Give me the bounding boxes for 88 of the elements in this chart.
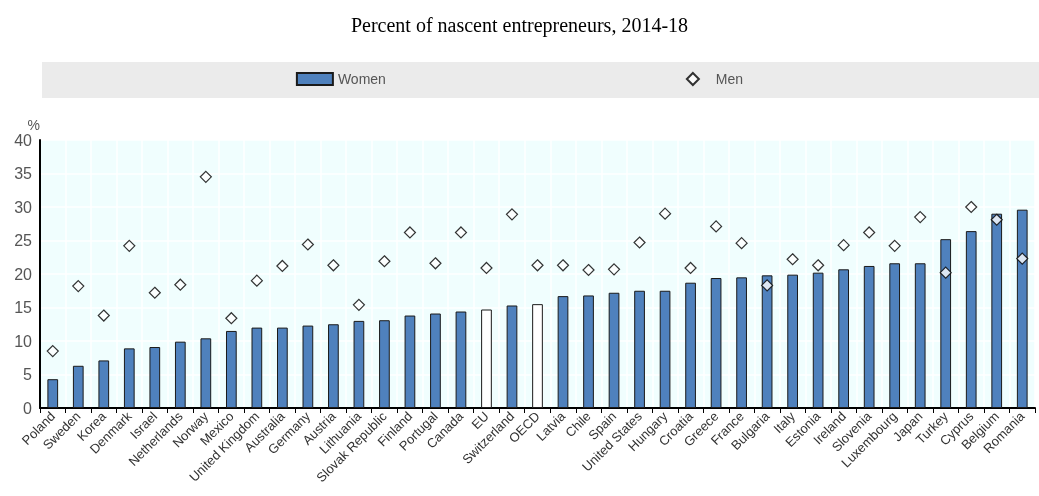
point	[174, 278, 187, 291]
y-tick-label: 25	[14, 232, 33, 249]
point	[327, 259, 340, 272]
point	[225, 312, 238, 325]
point	[1016, 252, 1029, 265]
bar	[455, 311, 467, 408]
y-tick-label: 10	[14, 332, 33, 350]
bar	[404, 315, 416, 408]
point	[276, 259, 289, 273]
bar	[72, 365, 84, 408]
point	[199, 170, 212, 183]
bar	[200, 338, 212, 408]
bar	[736, 277, 747, 408]
point	[812, 259, 825, 272]
bar	[149, 347, 161, 408]
bar	[965, 231, 977, 408]
legend-label: Men	[715, 71, 744, 87]
y-tick-label: 40	[14, 131, 33, 149]
bar	[991, 213, 1003, 408]
point	[761, 279, 774, 292]
point	[352, 298, 366, 311]
point	[709, 220, 723, 233]
point	[556, 259, 570, 272]
bar	[353, 320, 365, 408]
point	[990, 213, 1003, 226]
point	[97, 309, 110, 322]
point	[454, 226, 468, 239]
bar	[1016, 209, 1028, 408]
bar	[123, 348, 135, 408]
bar	[379, 320, 390, 408]
bar	[174, 341, 186, 408]
bar	[710, 278, 722, 408]
y-tick-label: 35	[14, 165, 33, 182]
point	[250, 274, 263, 287]
y-tick-label: 20	[14, 265, 33, 283]
point	[429, 257, 442, 270]
point	[863, 226, 876, 239]
bar	[761, 275, 773, 408]
bar	[430, 313, 441, 408]
bar	[506, 305, 518, 408]
point	[582, 263, 595, 277]
bar	[889, 263, 901, 408]
chart-title: Percent of nascent entrepreneurs, 2014-18	[350, 14, 689, 37]
bar	[302, 325, 314, 408]
point	[403, 226, 417, 239]
bar	[47, 379, 59, 408]
point	[123, 239, 136, 252]
point	[837, 239, 850, 252]
bar	[98, 360, 110, 408]
point	[531, 259, 544, 272]
point	[607, 263, 621, 276]
point	[939, 266, 952, 279]
point	[888, 239, 901, 252]
point	[46, 344, 59, 358]
bar	[608, 292, 620, 408]
bar	[557, 296, 569, 408]
bar	[634, 290, 645, 408]
point	[301, 238, 314, 251]
bar	[812, 272, 824, 408]
point	[480, 261, 493, 275]
point	[505, 208, 519, 221]
bar	[685, 282, 696, 408]
point	[633, 236, 646, 249]
bar	[225, 330, 237, 408]
bar	[583, 295, 594, 408]
point	[735, 237, 748, 250]
bar	[277, 327, 288, 408]
point	[786, 253, 799, 266]
bar	[940, 239, 952, 408]
bar	[863, 265, 875, 408]
point	[72, 279, 85, 293]
bar	[251, 327, 263, 408]
y-axis-title: %	[27, 117, 40, 133]
y-tick-label: 30	[14, 198, 33, 216]
y-tick-label: 15	[14, 299, 33, 316]
point	[658, 207, 672, 220]
bar	[787, 274, 798, 408]
point	[378, 255, 391, 268]
point	[914, 210, 927, 224]
bar	[838, 269, 850, 408]
y-tick-label: 5	[23, 366, 33, 383]
point	[965, 200, 978, 214]
bar	[914, 263, 926, 408]
legend-label: Women	[337, 71, 386, 87]
bar	[659, 290, 671, 408]
point	[148, 286, 161, 299]
bar	[328, 324, 339, 408]
point	[684, 261, 697, 275]
